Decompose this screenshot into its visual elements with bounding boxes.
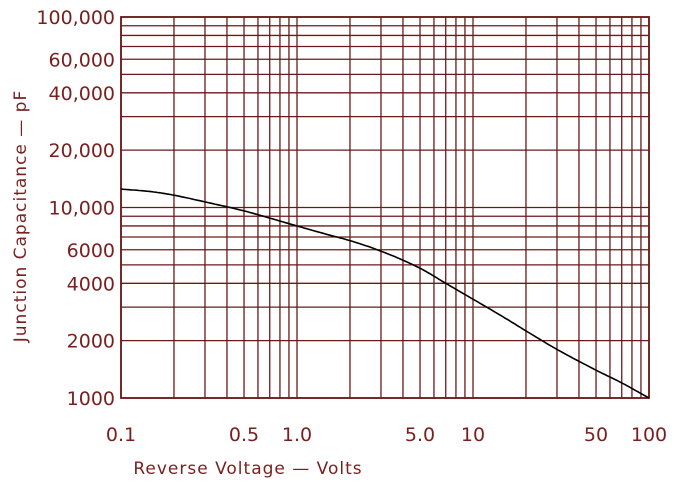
x-tick-label-0: 0.1 <box>106 424 136 446</box>
y-tick-label-8: 100,000 <box>36 7 115 29</box>
y-tick-label-6: 40,000 <box>49 83 115 105</box>
curve-layer <box>120 188 650 399</box>
x-axis-title: Reverse Voltage — Volts <box>133 459 362 479</box>
x-tick-label-5: 50 <box>584 424 608 446</box>
x-tick-label-2: 1.0 <box>282 424 312 446</box>
y-tick-label-3: 6000 <box>67 240 115 262</box>
x-tick-label-6: 100 <box>631 424 667 446</box>
y-tick-label-4: 10,000 <box>49 198 115 220</box>
grid <box>120 16 650 399</box>
x-tick-labels: 0.1 0.5 1.0 5.0 10 50 100 <box>106 424 667 446</box>
plot-frame <box>120 16 650 399</box>
x-tick-label-3: 5.0 <box>405 424 435 446</box>
x-tick-label-1: 0.5 <box>229 424 259 446</box>
capacitance-curve-0 <box>120 188 650 399</box>
y-tick-label-5: 20,000 <box>49 140 115 162</box>
y-tick-labels: 1000 2000 4000 6000 10,000 20,000 40,000 60,000… <box>36 7 115 410</box>
x-tick-label-4: 10 <box>461 424 485 446</box>
y-tick-label-0: 1000 <box>67 388 115 410</box>
y-tick-label-1: 2000 <box>67 331 115 353</box>
y-tick-label-7: 60,000 <box>49 49 115 71</box>
y-axis-title: Junction Capacitance — pF <box>11 90 31 343</box>
y-tick-label-2: 4000 <box>67 273 115 295</box>
